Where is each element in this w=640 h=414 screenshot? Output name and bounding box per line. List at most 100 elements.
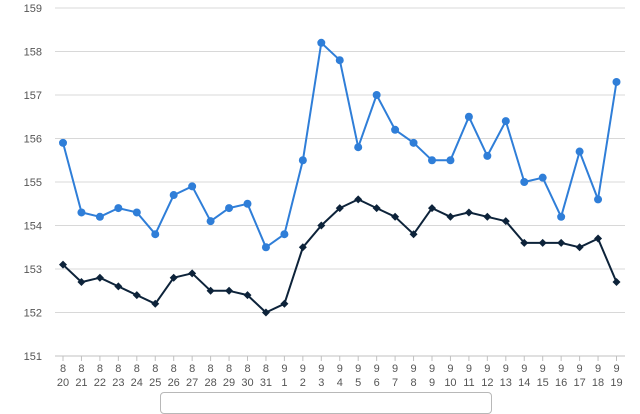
x-tick-label-month: 9 <box>521 363 527 375</box>
x-tick-label-month: 9 <box>466 363 472 375</box>
x-tick-label-day: 8 <box>410 377 416 389</box>
x-tick-label-day: 31 <box>260 377 272 389</box>
series-1-point <box>169 191 178 200</box>
x-tick-label-day: 4 <box>337 377 343 389</box>
x-tick-label-month: 8 <box>244 363 250 375</box>
series-1-point <box>298 156 307 165</box>
series-2-point <box>151 299 160 308</box>
series-2-line <box>62 198 618 314</box>
series-1-point <box>594 195 603 204</box>
x-tick-label-day: 17 <box>573 377 585 389</box>
y-tick-label: 157 <box>24 90 42 102</box>
series-2-point <box>538 238 547 247</box>
x-tick-label-day: 16 <box>555 377 567 389</box>
series-1-point <box>335 56 344 65</box>
series-2-point <box>225 286 234 295</box>
grid-lines <box>55 7 625 357</box>
x-tick-label-day: 3 <box>318 377 324 389</box>
x-tick-label-month: 9 <box>595 363 601 375</box>
series-1-point <box>372 91 381 99</box>
x-tick-label-month: 8 <box>115 363 121 375</box>
series-2-point <box>317 221 326 230</box>
series-2-point <box>391 212 400 221</box>
x-axis: 8208218228238248258268278288298308319192… <box>57 356 623 389</box>
x-tick-label-month: 8 <box>78 363 84 375</box>
series-1-point <box>557 212 566 221</box>
x-tick-label-month: 8 <box>134 363 140 375</box>
x-tick-label-month: 9 <box>392 363 398 375</box>
series-2-point <box>428 204 436 213</box>
x-tick-label-month: 9 <box>577 363 583 375</box>
y-tick-label: 152 <box>24 308 42 320</box>
series-1-point <box>317 38 326 47</box>
x-tick-label-day: 15 <box>537 377 549 389</box>
x-tick-label-month: 9 <box>318 363 324 375</box>
series-markers <box>59 38 621 317</box>
x-tick-label-day: 12 <box>481 377 493 389</box>
x-tick-label-month: 8 <box>97 363 103 375</box>
series-1-point <box>225 204 234 213</box>
x-tick-label-day: 19 <box>610 377 622 389</box>
x-tick-label-day: 6 <box>374 377 380 389</box>
x-tick-label-month: 8 <box>152 363 158 375</box>
x-tick-label-day: 24 <box>131 377 143 389</box>
x-tick-label-day: 13 <box>500 377 512 389</box>
series-1-point <box>409 138 418 147</box>
series-2-point <box>114 282 123 291</box>
y-tick-label: 159 <box>24 3 42 15</box>
x-tick-label-month: 9 <box>447 363 453 375</box>
y-tick-label: 153 <box>24 264 42 276</box>
series-1-point <box>132 208 141 217</box>
x-tick-label-day: 2 <box>300 377 306 389</box>
series-2-point <box>95 273 104 282</box>
y-tick-label: 154 <box>24 221 42 233</box>
y-tick-label: 155 <box>24 177 42 189</box>
y-tick-label: 158 <box>24 47 42 59</box>
series-2-point <box>354 195 363 204</box>
x-tick-label-month: 8 <box>60 363 66 375</box>
series-1-point <box>59 138 67 147</box>
series-2-point <box>464 208 473 217</box>
series-2-point <box>298 243 307 252</box>
series-2-point <box>132 291 141 300</box>
x-tick-label-month: 9 <box>613 363 619 375</box>
x-tick-label-month: 9 <box>540 363 546 375</box>
series-lines <box>62 41 618 314</box>
series-2-point <box>483 212 492 221</box>
series-1-point <box>464 112 473 121</box>
y-tick-label: 151 <box>24 351 42 363</box>
y-tick-label: 156 <box>24 134 42 146</box>
x-tick-label-day: 14 <box>518 377 530 389</box>
series-2-point <box>169 273 178 282</box>
x-tick-label-day: 29 <box>223 377 235 389</box>
series-1-point <box>206 217 215 226</box>
x-tick-label-month: 9 <box>410 363 416 375</box>
x-tick-label-month: 9 <box>484 363 490 375</box>
series-1-point <box>188 182 197 191</box>
x-tick-label-day: 30 <box>241 377 253 389</box>
x-tick-label-month: 9 <box>503 363 509 375</box>
series-1-point <box>95 212 104 221</box>
series-1-point <box>151 230 160 239</box>
x-tick-label-day: 11 <box>463 377 474 389</box>
series-1-point <box>575 147 584 156</box>
x-tick-label-day: 10 <box>444 377 456 389</box>
x-tick-label-day: 18 <box>592 377 604 389</box>
x-tick-label-month: 9 <box>429 363 435 375</box>
series-1-point <box>520 178 529 186</box>
series-1-point <box>280 230 289 239</box>
series-2-point <box>243 291 252 300</box>
series-1-point <box>261 243 270 252</box>
x-tick-label-day: 7 <box>392 377 398 389</box>
x-tick-label-day: 1 <box>281 377 287 389</box>
series-2-point <box>501 217 510 226</box>
x-tick-label-month: 9 <box>300 363 306 375</box>
series-1-point <box>483 151 492 160</box>
series-2-point <box>280 299 289 308</box>
series-2-point <box>372 204 381 213</box>
x-tick-label-day: 21 <box>75 377 87 389</box>
series-1-point <box>77 208 86 217</box>
series-2-point <box>520 238 529 247</box>
series-2-point <box>446 212 455 221</box>
